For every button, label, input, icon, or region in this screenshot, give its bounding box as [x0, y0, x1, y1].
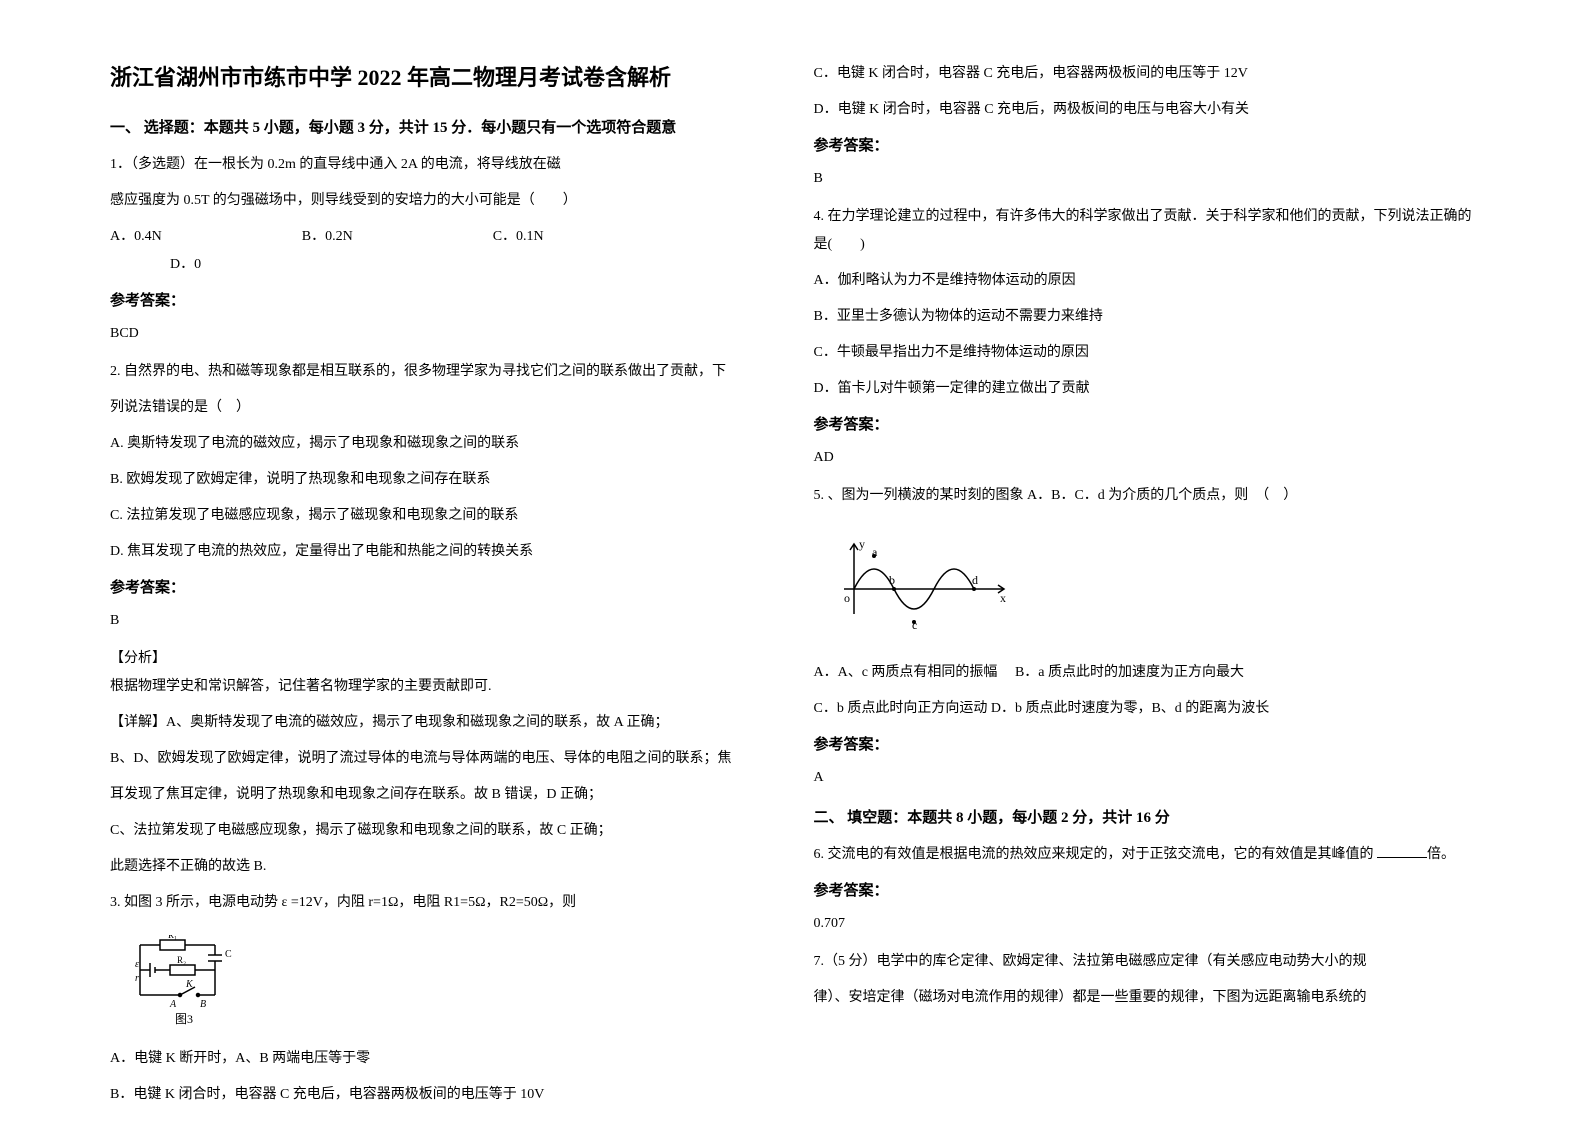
exam-title: 浙江省湖州市市练市中学 2022 年高二物理月考试卷含解析: [110, 60, 774, 92]
q2-analysis3: B、D、欧姆发现了欧姆定律，说明了流过导体的电流与导体两端的电压、导体的电阻之间…: [110, 745, 774, 773]
q2-line1: 2. 自然界的电、热和磁等现象都是相互联系的，很多物理学家为寻找它们之间的联系做…: [110, 358, 774, 386]
q2-analysis1: 根据物理学史和常识解答，记住著名物理学家的主要贡献即可.: [110, 673, 774, 701]
q2-optB: B. 欧姆发现了欧姆定律，说明了热现象和电现象之间存在联系: [110, 466, 774, 494]
q2-optC: C. 法拉第发现了电磁感应现象，揭示了磁现象和电现象之间的联系: [110, 502, 774, 530]
q2-line2: 列说法错误的是（ ）: [110, 394, 774, 422]
q6-text-post: 倍。: [1427, 847, 1455, 862]
circuit-A-label: A: [169, 999, 177, 1010]
circuit-B-label: B: [200, 999, 206, 1010]
q1-line1: 1．（多选题）在一根长为 0.2m 的直导线中通入 2A 的电流，将导线放在磁: [110, 151, 774, 179]
q5-optA: A．A、c 两质点有相同的振幅: [814, 665, 998, 680]
q5-optC: C．b 质点此时向正方向运动: [814, 701, 988, 716]
q6-answer-label: 参考答案：: [814, 879, 1478, 900]
q3-answer-label: 参考答案：: [814, 134, 1478, 155]
q7-line1: 7.（5 分）电学中的库仑定律、欧姆定律、法拉第电磁感应定律（有关感应电动势大小…: [814, 948, 1478, 976]
q6-text: 6. 交流电的有效值是根据电流的热效应来规定的，对于正弦交流电，它的有效值是其峰…: [814, 841, 1478, 869]
q1-line2: 感应强度为 0.5T 的匀强磁场中，则导线受到的安培力的大小可能是（ ）: [110, 187, 774, 215]
circuit-fig-label: 图3: [175, 1012, 193, 1026]
q2-analysis-label: 【分析】: [110, 645, 774, 673]
q3-optD: D．电键 K 闭合时，电容器 C 充电后，两极板间的电压与电容大小有关: [814, 96, 1478, 124]
q4-optB: B．亚里士多德认为物体的运动不需要力来维持: [814, 303, 1478, 331]
circuit-diagram-icon: R₁ C ε r R₂ K A B 图3: [130, 935, 250, 1030]
q3-optB: B．电键 K 闭合时，电容器 C 充电后，电容器两极板间的电压等于 10V: [110, 1081, 774, 1109]
wave-x-label: x: [1000, 591, 1006, 605]
q1-optA: A．0.4N: [110, 223, 162, 251]
q5-answer: A: [814, 764, 1478, 792]
wave-d-label: d: [972, 573, 978, 587]
q1-answer-label: 参考答案：: [110, 289, 774, 310]
q1-optB: B．0.2N: [302, 223, 353, 251]
q6-text-pre: 6. 交流电的有效值是根据电流的热效应来规定的，对于正弦交流电，它的有效值是其峰…: [814, 847, 1378, 862]
wave-o-label: o: [844, 591, 850, 605]
q5-text: 5. 、图为一列横波的某时刻的图象 A．B．C．d 为介质的几个质点，则 （ ）: [814, 482, 1478, 510]
q5-optD: D．b 质点此时速度为零，B、d 的距离为波长: [991, 701, 1269, 716]
q1-options-row: A．0.4N B．0.2N C．0.1N: [110, 223, 774, 251]
circuit-K-label: K: [185, 979, 194, 990]
q4-text: 4. 在力学理论建立的过程中，有许多伟大的科学家做出了贡献．关于科学家和他们的贡…: [814, 203, 1478, 259]
section-1-header: 一、 选择题：本题共 5 小题，每小题 3 分，共计 15 分．每小题只有一个选…: [110, 116, 774, 137]
q7-line2: 律）、安培定律（磁场对电流作用的规律）都是一些重要的规律，下图为远距离输电系统的: [814, 984, 1478, 1012]
q5-optB: B．a 质点此时的加速度为正方向最大: [1015, 665, 1244, 680]
q2-analysis2: 【详解】A、奥斯特发现了电流的磁效应，揭示了电现象和磁现象之间的联系，故 A 正…: [110, 709, 774, 737]
section-2-header: 二、 填空题：本题共 8 小题，每小题 2 分，共计 16 分: [814, 806, 1478, 827]
circuit-eps-label: ε: [135, 959, 139, 970]
wave-y-label: y: [859, 537, 865, 551]
q5-answer-label: 参考答案：: [814, 733, 1478, 754]
circuit-r-label: r: [135, 973, 139, 984]
circuit-R2-label: R₂: [177, 955, 186, 965]
q4-answer-label: 参考答案：: [814, 413, 1478, 434]
left-column: 浙江省湖州市市练市中学 2022 年高二物理月考试卷含解析 一、 选择题：本题共…: [90, 60, 794, 1062]
q2-optA: A. 奥斯特发现了电流的磁效应，揭示了电现象和磁现象之间的联系: [110, 430, 774, 458]
q4-optD: D．笛卡儿对牛顿第一定律的建立做出了贡献: [814, 375, 1478, 403]
q4-optA: A．伽利略认为力不是维持物体运动的原因: [814, 267, 1478, 295]
q3-answer: B: [814, 165, 1478, 193]
circuit-C-label: C: [225, 949, 232, 960]
q2-analysis5: C、法拉第发现了电磁感应现象，揭示了磁现象和电现象之间的联系，故 C 正确；: [110, 817, 774, 845]
q2-analysis4: 耳发现了焦耳定律，说明了热现象和电现象之间存在联系。故 B 错误，D 正确；: [110, 781, 774, 809]
wave-b-label: b: [889, 573, 895, 587]
q4-answer: AD: [814, 444, 1478, 472]
q5-optCD-row: C．b 质点此时向正方向运动 D．b 质点此时速度为零，B、d 的距离为波长: [814, 695, 1478, 723]
q3-optC: C．电键 K 闭合时，电容器 C 充电后，电容器两极板间的电压等于 12V: [814, 60, 1478, 88]
wave-diagram-icon: y x o a b c d: [834, 534, 1014, 634]
q6-answer: 0.707: [814, 910, 1478, 938]
q1-optC: C．0.1N: [493, 223, 544, 251]
q1-answer: BCD: [110, 320, 774, 348]
q4-optC: C．牛顿最早指出力不是维持物体运动的原因: [814, 339, 1478, 367]
wave-c-label: c: [912, 618, 917, 632]
q2-answer: B: [110, 607, 774, 635]
q2-optD: D. 焦耳发现了电流的热效应，定量得出了电能和热能之间的转换关系: [110, 538, 774, 566]
q3-optA: A．电键 K 断开时，A、B 两端电压等于零: [110, 1045, 774, 1073]
q2-analysis6: 此题选择不正确的故选 B.: [110, 853, 774, 881]
q5-optAB-row: A．A、c 两质点有相同的振幅 B．a 质点此时的加速度为正方向最大: [814, 659, 1478, 687]
q1-optD: D．0: [170, 251, 774, 279]
q2-answer-label: 参考答案：: [110, 576, 774, 597]
q3-text: 3. 如图 3 所示，电源电动势 ε =12V，内阻 r=1Ω，电阻 R1=5Ω…: [110, 889, 774, 917]
circuit-R1-label: R₁: [168, 935, 177, 940]
right-column: C．电键 K 闭合时，电容器 C 充电后，电容器两极板间的电压等于 12V D．…: [794, 60, 1498, 1062]
q6-blank: [1377, 857, 1427, 858]
